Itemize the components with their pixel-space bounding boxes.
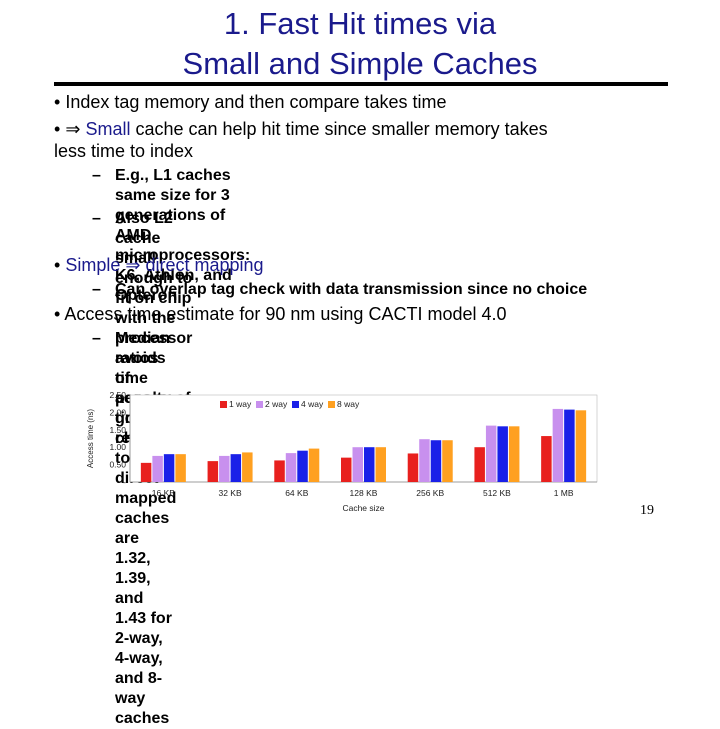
bar-2-way-64kb	[285, 453, 297, 482]
bar-4-way-32kb	[230, 454, 242, 482]
bullet-small-cache: • ⇒ Small cache can help hit time since …	[54, 118, 548, 162]
legend-label-8-way: 8 way	[337, 399, 360, 409]
y-tick-label: 1.00	[109, 442, 126, 452]
bullet-simple: • Simple ⇒ direct mapping	[54, 254, 264, 276]
bar-2-way-16kb	[152, 455, 163, 482]
sub-text-line-1: E.g., L1 caches same size for 3 generati…	[115, 167, 231, 244]
sub-text-line-3: caches	[115, 710, 170, 727]
x-tick-label: 32 KB	[218, 488, 241, 498]
bar-4-way-256kb	[430, 440, 442, 482]
bar-1-way-16kb	[140, 462, 152, 482]
x-tick-label: 256 KB	[416, 488, 444, 498]
access-time-chart: - 0.50 1.00 1.50 2.00 2.50 Access time (ns) 16 …	[86, 390, 598, 513]
bar-8-way-32kb	[242, 452, 253, 482]
bullet-index-tag: • Index tag memory and then compare take…	[54, 91, 447, 113]
title-rule	[54, 82, 668, 86]
bar-2-way-512kb	[485, 425, 497, 482]
bar-4-way-16kb	[163, 454, 175, 482]
title-line-2: Small and Simple Caches	[182, 46, 538, 81]
slide-title: 1. Fast Hit times via Small and Simple C…	[0, 4, 720, 84]
legend-swatch-8-way	[328, 401, 335, 408]
bar-8-way-128kb	[375, 447, 386, 482]
bar-1-way-32kb	[207, 461, 219, 482]
sub-dash: –	[92, 167, 101, 184]
x-tick-label: 64 KB	[285, 488, 308, 498]
bullet-text: Access time estimate for 90 nm using CAC…	[64, 304, 507, 324]
y-tick-label: 0.50	[109, 460, 126, 470]
y-tick-label: 2.00	[109, 407, 126, 417]
x-tick-label: 1 MB	[554, 488, 574, 498]
sub-dash: –	[92, 281, 101, 298]
bar-8-way-256kb	[442, 440, 453, 482]
bar-2-way-1mb	[552, 408, 564, 482]
bar-8-way-1mb	[575, 410, 587, 482]
bar-1-way-256kb	[407, 453, 419, 482]
bar-4-way-64kb	[297, 450, 308, 482]
bar-1-way-512kb	[474, 447, 485, 482]
bullet-text: cache can help hit time since smaller me…	[130, 119, 548, 139]
y-tick-label: -	[123, 477, 126, 487]
bullet-dot: •	[54, 92, 61, 112]
y-axis-label: Access time (ns)	[86, 409, 95, 468]
bullet-text-line-2: less time to index	[54, 141, 194, 161]
bullet-dot: •	[54, 255, 61, 275]
plot-area	[129, 394, 598, 483]
bar-4-way-512kb	[497, 426, 508, 482]
bar-4-way-128kb	[364, 447, 375, 482]
bar-2-way-256kb	[419, 439, 430, 482]
bar-8-way-64kb	[308, 448, 320, 482]
legend-swatch-1-way	[220, 401, 227, 408]
legend-label-1-way: 1 way	[229, 399, 252, 409]
bullet-access-time: • Access time estimate for 90 nm using C…	[54, 303, 507, 325]
bar-4-way-1mb	[564, 409, 575, 482]
page-number: 19	[640, 503, 654, 518]
highlight-simple: Simple	[65, 255, 121, 275]
x-tick-label: 16 KB	[152, 488, 175, 498]
bar-8-way-16kb	[175, 454, 186, 482]
bullet-text: direct mapping	[145, 255, 264, 275]
y-tick-label: 1.50	[109, 425, 126, 435]
highlight-small: Small	[85, 119, 131, 139]
sub-dash: –	[92, 330, 101, 347]
sub-text-line-2: microprocessors: K6, Athlon, and Opteron	[115, 247, 251, 304]
sub-text-line-1: Also L2 cache small enough to fit on chi…	[115, 210, 193, 347]
bullet-dot: •	[54, 119, 61, 139]
title-line-1: 1. Fast Hit times via	[223, 6, 497, 41]
legend-swatch-2-way	[256, 401, 263, 408]
sub-text-line-2: caches are 1.32, 1.39, and 1.43 for 2-wa…	[115, 510, 172, 707]
bar-1-way-128kb	[341, 457, 352, 482]
sub-text: Can overlap tag check with data transmis…	[115, 281, 588, 298]
implies-symbol: ⇒	[65, 119, 81, 139]
legend-swatch-4-way	[292, 401, 299, 408]
bar-8-way-512kb	[508, 426, 520, 482]
bar-2-way-32kb	[219, 455, 230, 482]
x-axis-label: Cache size	[342, 503, 384, 513]
y-tick-label: 2.50	[109, 390, 126, 400]
x-tick-label: 128 KB	[350, 488, 378, 498]
bar-2-way-128kb	[352, 447, 363, 482]
bar-1-way-64kb	[274, 460, 285, 482]
sub-dash: –	[92, 210, 101, 227]
legend-label-4-way: 4 way	[301, 399, 324, 409]
bullet-text: Index tag memory and then compare takes …	[65, 92, 447, 112]
legend-label-2-way: 2 way	[265, 399, 288, 409]
x-tick-label: 512 KB	[483, 488, 511, 498]
bullet-dot: •	[54, 304, 61, 324]
bar-1-way-1mb	[541, 436, 552, 482]
implies-symbol: ⇒	[125, 255, 141, 275]
